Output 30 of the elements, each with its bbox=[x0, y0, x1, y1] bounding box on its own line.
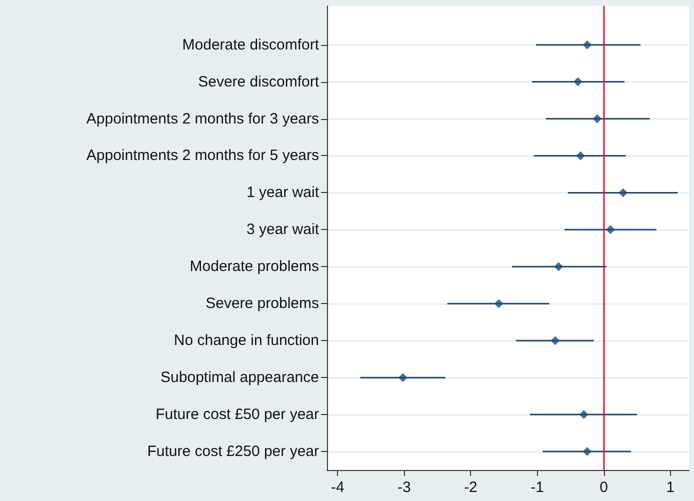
y-tick-label: 1 year wait bbox=[246, 184, 320, 202]
point bbox=[618, 188, 628, 198]
x-tick-label: 0 bbox=[600, 479, 608, 496]
y-tick-label: Future cost £50 per year bbox=[156, 406, 319, 424]
y-tick-label: Appointments 2 months for 5 years bbox=[86, 147, 319, 164]
point bbox=[592, 114, 602, 124]
y-tick-label: Moderate discomfort bbox=[182, 36, 320, 54]
y-tick-label: No change in function bbox=[174, 332, 319, 350]
y-tick-label: Appointments 2 months for 3 years bbox=[86, 110, 319, 128]
point bbox=[554, 262, 564, 272]
y-tick-label: Severe discomfort bbox=[198, 73, 320, 90]
point bbox=[550, 336, 560, 346]
point bbox=[606, 225, 615, 234]
x-tick-label: -1 bbox=[530, 479, 544, 496]
x-tick-label: -3 bbox=[398, 479, 411, 496]
point bbox=[582, 447, 592, 456]
y-tick-label: Suboptimal appearance bbox=[160, 369, 319, 386]
point bbox=[573, 77, 582, 86]
x-tick-label: -4 bbox=[330, 479, 344, 496]
point bbox=[398, 373, 408, 382]
x-tick-label: -2 bbox=[464, 479, 478, 496]
y-tick-label: Severe problems bbox=[206, 295, 319, 312]
point bbox=[579, 410, 588, 420]
y-tick-label: Moderate problems bbox=[190, 258, 319, 276]
point bbox=[576, 151, 586, 160]
y-tick-label: 3 year wait bbox=[246, 221, 320, 238]
point bbox=[582, 40, 592, 50]
point bbox=[494, 299, 504, 308]
x-tick-label: 1 bbox=[666, 479, 675, 496]
y-tick-label: Future cost £250 per year bbox=[147, 443, 319, 460]
